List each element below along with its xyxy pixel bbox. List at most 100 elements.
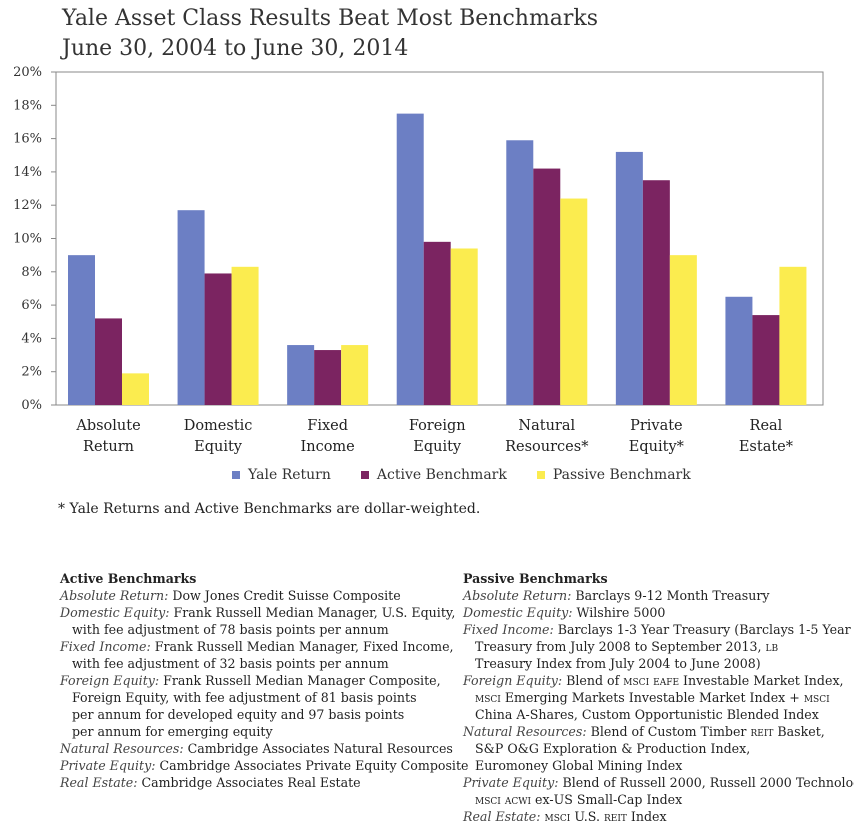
x-tick-label: Foreign <box>409 418 466 434</box>
y-tick-label: 4% <box>21 331 42 346</box>
small-caps-text: eafe <box>653 673 680 688</box>
y-tick-label: 16% <box>13 132 42 147</box>
benchmark-description: S&P O&G Exploration & Production Index, <box>475 741 751 756</box>
benchmark-line: Fixed Income: Frank Russell Median Manag… <box>60 638 455 655</box>
benchmark-line: S&P O&G Exploration & Production Index, <box>463 740 848 757</box>
benchmark-line: Absolute Return: Dow Jones Credit Suisse… <box>60 587 455 604</box>
bar-active-benchmark <box>204 273 232 405</box>
y-tick-label: 14% <box>13 165 42 180</box>
benchmark-description: Wilshire 5000 <box>572 605 666 620</box>
bar-passive-benchmark <box>341 345 369 405</box>
bar-passive-benchmark <box>779 266 807 405</box>
benchmark-description: Cambridge Associates Natural Resources <box>183 741 453 756</box>
x-tick-label: Equity* <box>629 439 685 455</box>
x-tick-label: Equity <box>194 439 243 455</box>
benchmark-line: Foreign Equity, with fee adjustment of 8… <box>60 689 455 706</box>
benchmark-description: msci U.S. reit Index <box>544 809 667 824</box>
small-caps-text: msci <box>623 673 650 688</box>
benchmark-description: Frank Russell Median Manager Composite, <box>159 673 441 688</box>
benchmark-description: Euromoney Global Mining Index <box>475 758 683 773</box>
x-tick-label: Income <box>301 439 355 455</box>
benchmark-line: China A-Shares, Custom Opportunistic Ble… <box>463 706 848 723</box>
bar-yale-return <box>177 210 205 405</box>
bar-passive-benchmark <box>669 255 697 405</box>
x-tick-label: Resources* <box>505 439 589 455</box>
legend-item-yale: Yale Return <box>232 467 331 483</box>
benchmark-description: Blend of msci eafe Investable Market Ind… <box>562 673 844 688</box>
bar-active-benchmark <box>314 350 342 405</box>
bar-passive-benchmark <box>450 248 478 405</box>
x-tick-label: Equity <box>413 439 462 455</box>
benchmark-line: Natural Resources: Cambridge Associates … <box>60 740 455 757</box>
x-tick-label: Private <box>630 418 683 434</box>
benchmark-description: Blend of Custom Timber reit Basket, <box>586 724 825 739</box>
x-tick-label: Domestic <box>184 418 253 434</box>
y-tick-label: 0% <box>21 398 42 413</box>
benchmark-line: with fee adjustment of 32 basis points p… <box>60 655 455 672</box>
bar-active-benchmark <box>533 168 561 405</box>
benchmark-line: Foreign Equity: Blend of msci eafe Inves… <box>463 672 848 689</box>
benchmark-line: Private Equity: Blend of Russell 2000, R… <box>463 774 854 791</box>
x-tick-label: Real <box>750 418 783 434</box>
x-tick-label: Estate* <box>739 439 794 455</box>
x-tick-label: Fixed <box>307 418 348 434</box>
bar-active-benchmark <box>642 180 670 405</box>
bar-passive-benchmark <box>560 198 588 405</box>
legend-label-active: Active Benchmark <box>376 467 507 483</box>
small-caps-text: reit <box>603 809 627 824</box>
benchmark-asset-class: Fixed Income: <box>463 622 554 637</box>
benchmark-asset-class: Foreign Equity: <box>463 673 563 688</box>
chart-subtitle: June 30, 2004 to June 30, 2014 <box>62 36 409 61</box>
y-tick-label: 6% <box>21 298 42 313</box>
active-benchmarks-heading: Active Benchmarks <box>60 571 197 586</box>
benchmark-description: per annum for emerging equity <box>72 724 273 739</box>
benchmark-description: Cambridge Associates Real Estate <box>137 775 361 790</box>
bar-yale-return <box>287 345 315 405</box>
legend-swatch-active <box>360 471 369 479</box>
legend-swatch-yale <box>232 471 240 479</box>
small-caps-text: msci <box>475 690 501 705</box>
benchmark-line: Real Estate: Cambridge Associates Real E… <box>60 774 455 791</box>
passive-benchmarks-list: Passive Benchmarks Absolute Return: Barc… <box>463 570 854 825</box>
benchmark-asset-class: Private Equity: <box>60 758 156 773</box>
y-tick-label: 18% <box>13 98 42 113</box>
small-caps-text: msci <box>544 809 571 824</box>
benchmark-line: with fee adjustment of 78 basis points p… <box>60 621 455 638</box>
footnote: * Yale Returns and Active Benchmarks are… <box>58 501 481 517</box>
benchmark-line: Real Estate: msci U.S. reit Index <box>463 808 848 825</box>
benchmark-line: msci Emerging Markets Investable Market … <box>463 689 848 706</box>
y-tick-label: 8% <box>21 265 42 280</box>
benchmark-asset-class: Absolute Return: <box>60 588 169 603</box>
benchmark-description: Treasury Index from July 2004 to June 20… <box>475 656 761 671</box>
bar-active-benchmark <box>95 318 122 405</box>
y-tick-label: 12% <box>13 198 42 213</box>
bar-yale-return <box>506 140 534 405</box>
small-caps-text: acwi <box>504 792 532 807</box>
x-tick-label: Natural <box>518 418 575 434</box>
benchmark-asset-class: Private Equity: <box>463 775 559 790</box>
benchmark-description: China A-Shares, Custom Opportunistic Ble… <box>475 707 819 722</box>
benchmark-description: Barclays 1-3 Year Treasury (Barclays 1-5… <box>553 622 851 637</box>
benchmark-asset-class: Absolute Return: <box>463 588 572 603</box>
chart-title: Yale Asset Class Results Beat Most Bench… <box>62 6 599 31</box>
benchmark-line: Treasury Index from July 2004 to June 20… <box>463 655 848 672</box>
benchmark-line: Domestic Equity: Frank Russell Median Ma… <box>60 604 455 621</box>
benchmark-description: Foreign Equity, with fee adjustment of 8… <box>72 690 417 705</box>
bar-active-benchmark <box>752 315 780 405</box>
legend-item-passive: Passive Benchmark <box>536 467 691 483</box>
benchmark-line: per annum for emerging equity <box>60 723 455 740</box>
benchmark-line: Foreign Equity: Frank Russell Median Man… <box>60 672 455 689</box>
small-caps-text: msci <box>803 690 830 705</box>
legend-label-passive: Passive Benchmark <box>552 467 691 483</box>
benchmark-asset-class: Fixed Income: <box>60 639 151 654</box>
bar-chart: 0% 2% 4% 6% 8% 10% 12% 14% 16% 18% 20% Absolute Retu… <box>13 65 824 455</box>
benchmark-asset-class: Real Estate: <box>463 809 541 824</box>
benchmark-line: msci acwi ex-US Small-Cap Index <box>463 791 848 808</box>
benchmark-description: Cambridge Associates Private Equity Comp… <box>155 758 469 773</box>
passive-benchmarks-heading: Passive Benchmarks <box>463 571 608 586</box>
bar-active-benchmark <box>423 241 451 405</box>
benchmark-description: Frank Russell Median Manager, Fixed Inco… <box>150 639 454 654</box>
small-caps-text: reit <box>750 724 774 739</box>
benchmark-line: Domestic Equity: Wilshire 5000 <box>463 604 848 621</box>
benchmark-line: per annum for developed equity and 97 ba… <box>60 706 455 723</box>
